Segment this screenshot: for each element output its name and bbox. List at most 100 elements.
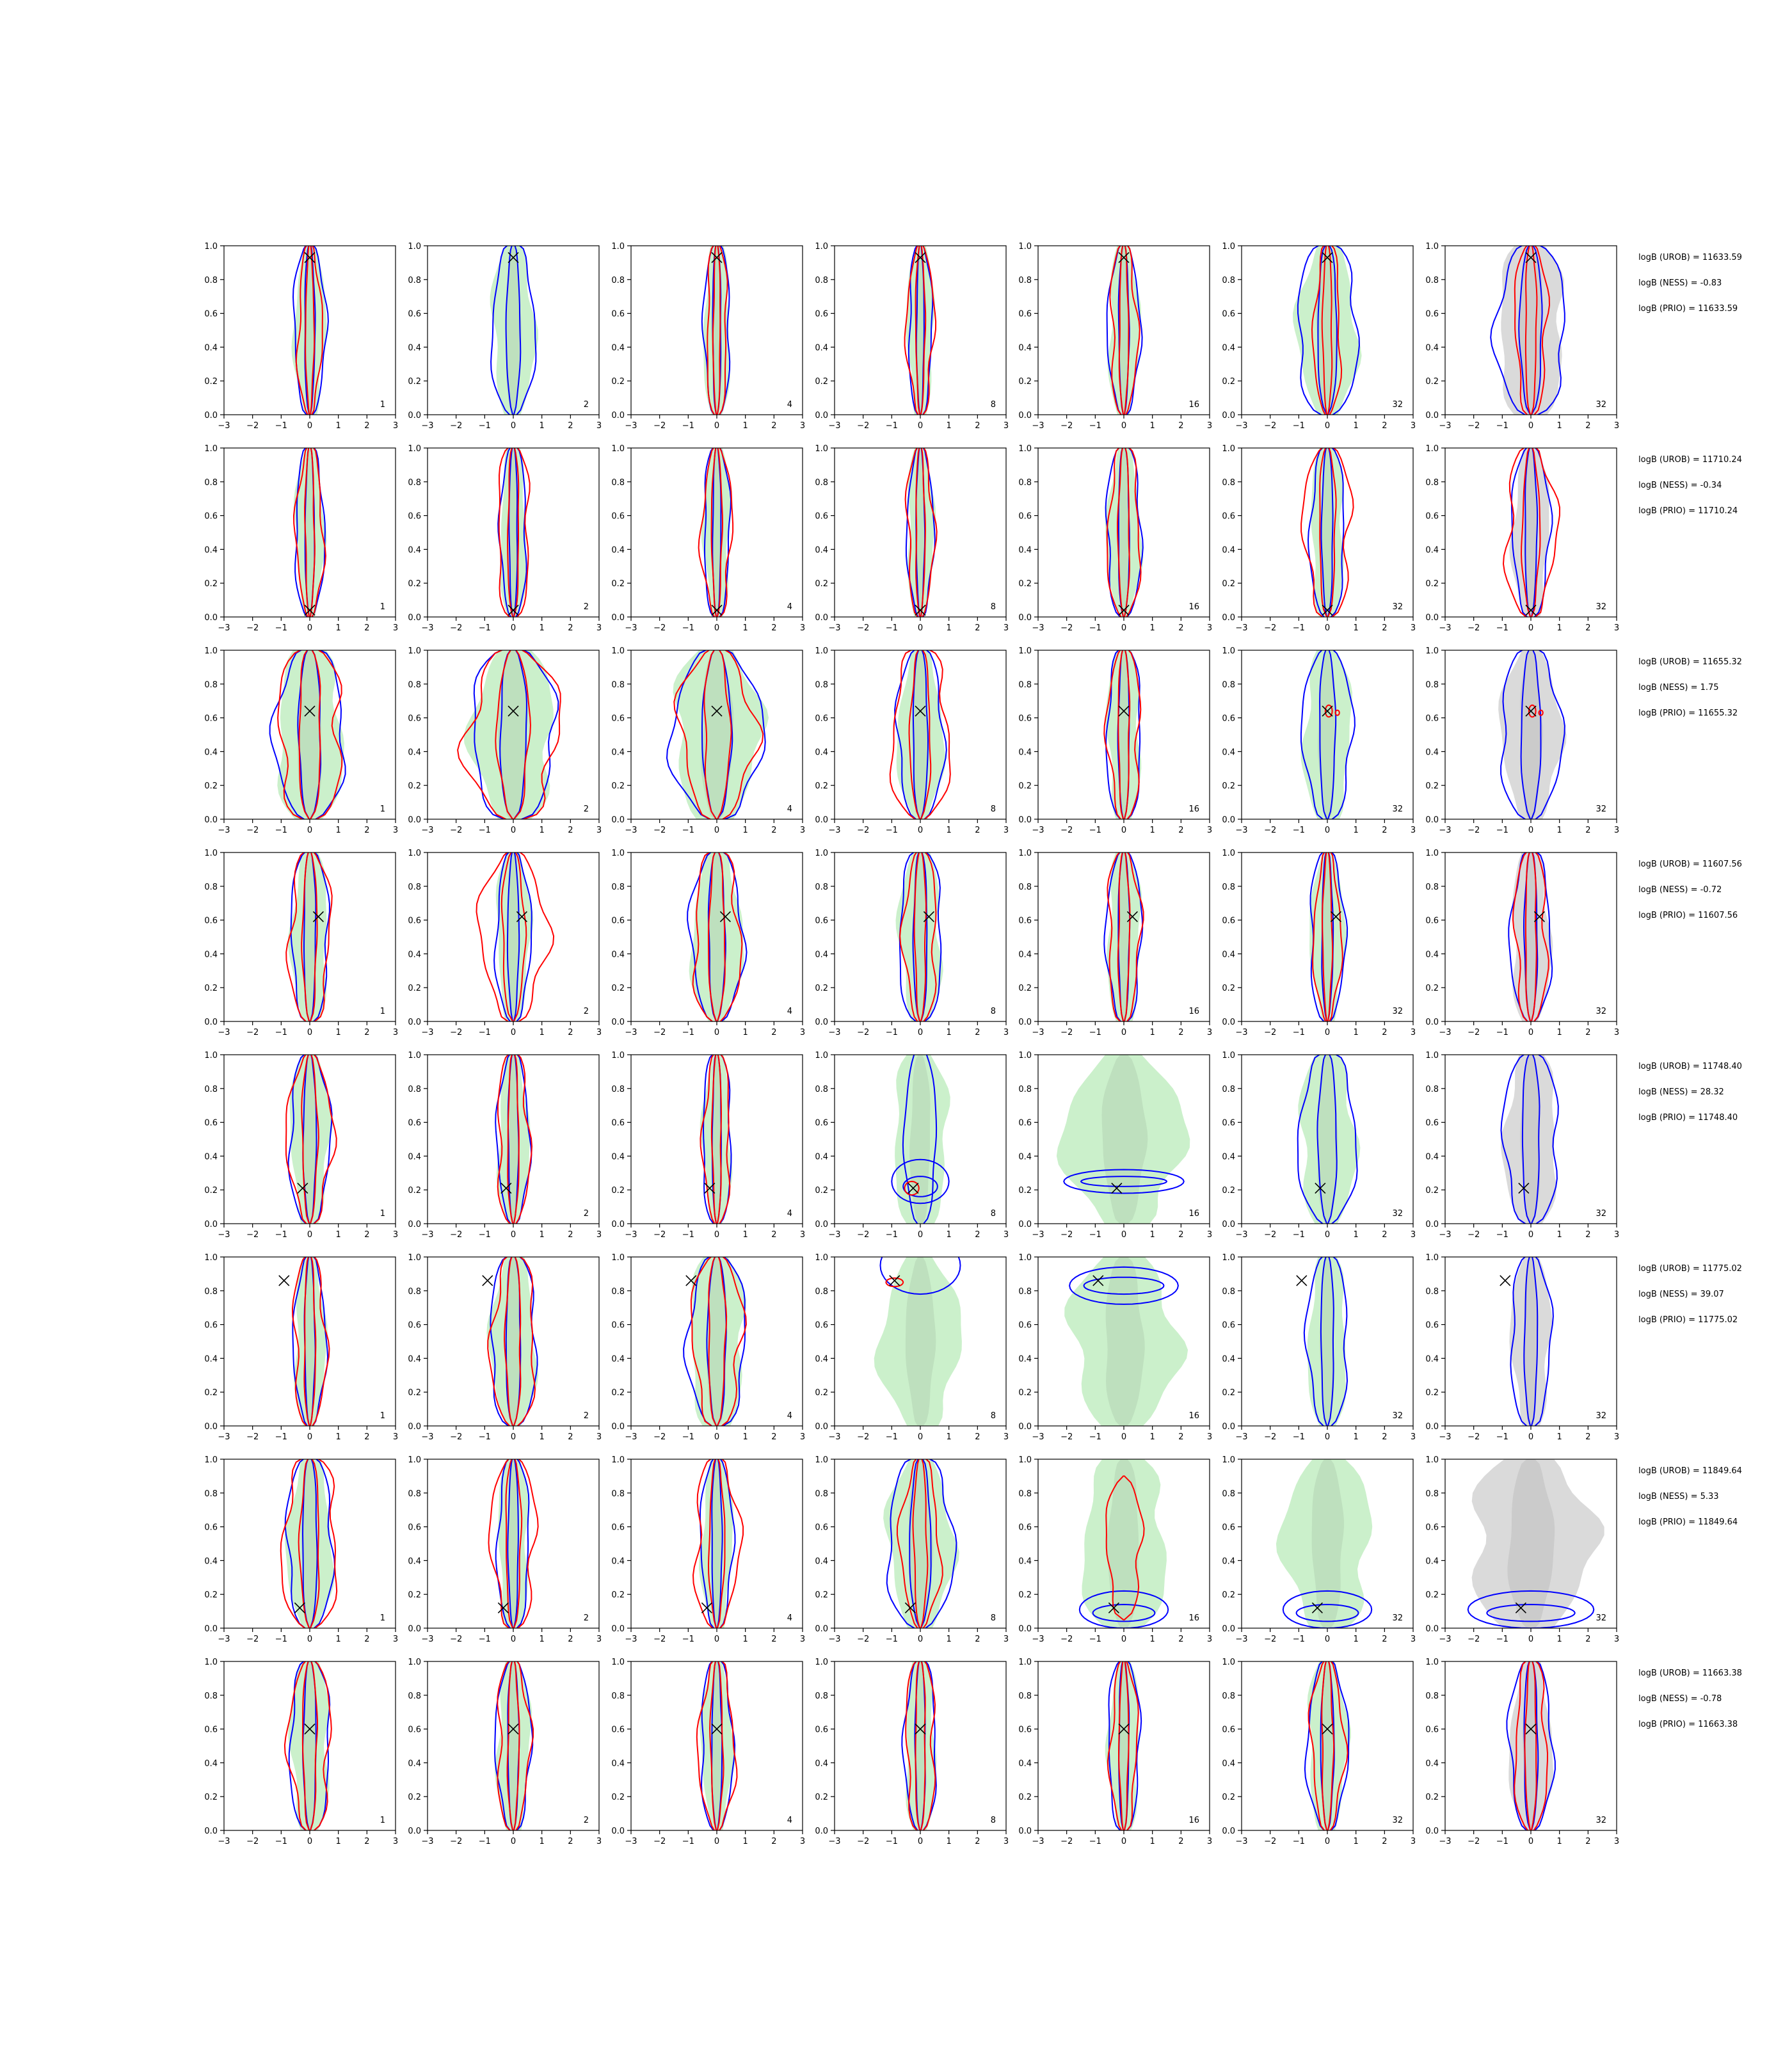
plot-area — [285, 852, 333, 1021]
y-tick-label: 0.8 — [1425, 1287, 1439, 1297]
y-tick-label: 0.2 — [1018, 781, 1032, 791]
logb-annotation: logB (PRIO) = 11748.40 — [1638, 1113, 1738, 1123]
x-tick-label: −1 — [886, 1230, 898, 1240]
panel: −3 −2 −1 0 1 2 3 0.0 0.2 0.4 0.6 0.8 1.0 4 — [611, 1051, 805, 1240]
x-tick-label: −3 — [421, 1432, 433, 1442]
x-tick-label: 0 — [1121, 826, 1126, 835]
plot-area — [687, 852, 748, 1021]
x-tick-label: −1 — [682, 1635, 694, 1644]
density-core — [497, 650, 529, 819]
red-contour-outer — [673, 650, 764, 819]
x-tick-label: 2 — [568, 826, 573, 835]
panel: −3 −2 −1 0 1 2 3 0.0 0.2 0.4 0.6 0.8 1.0 16 — [1018, 242, 1212, 431]
density-core — [915, 1661, 926, 1830]
red-contour-outer — [889, 650, 951, 819]
y-tick-label: 1.0 — [1222, 444, 1235, 454]
panel: −3 −2 −1 0 1 2 3 0.0 0.2 0.4 0.6 0.8 1.0 4 — [611, 1658, 805, 1846]
panel: −3 −2 −1 0 1 2 3 0.0 0.2 0.4 0.6 0.8 1.0 32 — [1425, 1051, 1619, 1240]
y-tick-label: 0.8 — [1425, 276, 1439, 285]
x-tick-label: −2 — [653, 826, 666, 835]
y-tick-label: 0.2 — [408, 1590, 421, 1600]
y-tick-label: 0.6 — [611, 1725, 625, 1735]
y-tick-label: 0.6 — [204, 1321, 218, 1331]
blue-contour-outer — [702, 1055, 732, 1224]
x-tick-label: 2 — [1178, 1837, 1183, 1846]
y-tick-label: 0.6 — [611, 310, 625, 319]
y-tick-label: 0.2 — [611, 1590, 625, 1600]
x-tick-label: −2 — [246, 1635, 259, 1644]
x-tick-label: 3 — [393, 623, 398, 633]
x-tick-label: −3 — [625, 1432, 637, 1442]
red-contour-outer — [1512, 852, 1549, 1021]
y-tick-label: 1.0 — [408, 444, 421, 454]
y-tick-label: 1.0 — [1222, 242, 1235, 252]
y-tick-label: 0.4 — [815, 1556, 828, 1566]
red-contour-outer — [692, 1459, 744, 1628]
x-tick-label: −3 — [1235, 623, 1247, 633]
x-tick-label: 0 — [1121, 1432, 1126, 1442]
density-core — [303, 1257, 316, 1426]
x-tick-label: 0 — [1528, 1837, 1533, 1846]
y-tick-label: 0.6 — [611, 512, 625, 522]
true-point-marker — [1126, 911, 1138, 922]
x-tick-label: 2 — [1178, 1635, 1183, 1644]
blue-contour-inner — [1320, 1661, 1335, 1830]
x-tick-label: 0 — [1528, 1230, 1533, 1240]
x-tick-label: 1 — [1354, 1837, 1359, 1846]
y-tick-label: 0.6 — [408, 1725, 421, 1735]
y-tick-label: 0.0 — [1018, 411, 1032, 420]
x-tick-label: 1 — [1557, 1230, 1562, 1240]
x-tick-label: −3 — [1235, 1837, 1247, 1846]
plot-area — [883, 1459, 959, 1628]
blue-contour-outer — [1510, 1257, 1554, 1426]
y-tick-label: 0.2 — [204, 1186, 218, 1196]
x-tick-label: −3 — [1032, 1837, 1044, 1846]
y-tick-label: 0.2 — [204, 1793, 218, 1802]
y-tick-label: 0.6 — [1222, 512, 1235, 522]
x-tick-label: −1 — [479, 826, 491, 835]
x-tick-label: −3 — [625, 1635, 637, 1644]
red-contour-outer — [497, 1661, 534, 1830]
y-tick-label: 0.4 — [408, 950, 421, 959]
y-tick-label: 1.0 — [1018, 849, 1032, 858]
y-tick-label: 0.6 — [408, 1119, 421, 1128]
blue-contour-inner — [1523, 1661, 1539, 1830]
y-tick-label: 0.6 — [408, 714, 421, 724]
true-point-marker — [1111, 1182, 1123, 1194]
plot-area — [1506, 1661, 1556, 1830]
plot-area — [488, 1459, 539, 1628]
x-tick-label: 1 — [336, 1230, 341, 1240]
blue-contour-inner — [1320, 1257, 1334, 1426]
x-tick-label: −2 — [653, 623, 666, 633]
panel: −3 −2 −1 0 1 2 3 0.0 0.2 0.4 0.6 0.8 1.0 4 — [611, 646, 805, 835]
y-tick-label: 0.2 — [1018, 1186, 1032, 1196]
y-tick-label: 0.6 — [815, 916, 828, 926]
x-tick-label: 2 — [568, 1837, 573, 1846]
x-tick-label: 1 — [743, 1837, 748, 1846]
x-tick-label: −2 — [450, 1635, 462, 1644]
x-tick-label: 2 — [771, 1028, 776, 1037]
x-tick-label: −3 — [1235, 1028, 1247, 1037]
red-contour-inner — [505, 1459, 523, 1628]
x-tick-label: −1 — [1496, 623, 1508, 633]
y-tick-label: 0.2 — [815, 579, 828, 589]
x-tick-label: 3 — [1207, 826, 1212, 835]
red-contour — [1324, 704, 1333, 718]
x-tick-label: 3 — [596, 1837, 602, 1846]
true-point-marker — [304, 604, 316, 616]
x-tick-label: 0 — [1325, 421, 1330, 431]
x-tick-label: −1 — [682, 1432, 694, 1442]
y-tick-label: 0.2 — [408, 1793, 421, 1802]
x-tick-label: 0 — [1325, 1635, 1330, 1644]
x-tick-label: −3 — [1235, 826, 1247, 835]
x-tick-label: −2 — [1060, 1432, 1073, 1442]
red-contour-inner — [495, 650, 531, 819]
x-tick-label: 3 — [596, 1028, 602, 1037]
x-tick-label: −2 — [857, 1635, 869, 1644]
x-tick-label: −3 — [1439, 1230, 1451, 1240]
x-tick-label: 3 — [1411, 1432, 1416, 1442]
red-contour-inner — [710, 1055, 723, 1224]
plot-area — [696, 1661, 738, 1830]
x-tick-label: −3 — [1235, 1635, 1247, 1644]
red-contour-inner — [709, 1661, 724, 1830]
